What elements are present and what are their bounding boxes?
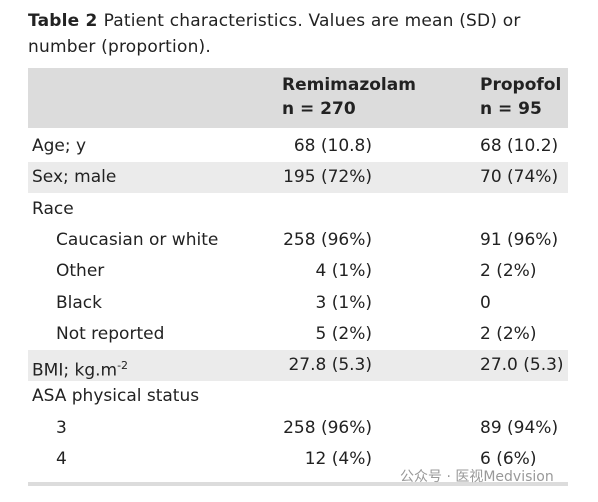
cell-value: 68 (10.2) bbox=[480, 136, 559, 156]
table-row: Caucasian or white 258 (96%) 91 (96%) bbox=[28, 225, 568, 256]
table-row: Not reported 5 (2%) 2 (2%) bbox=[28, 319, 568, 350]
cell-value: 0 bbox=[480, 292, 491, 313]
row-label: BMI; kg.m-2 bbox=[32, 350, 128, 387]
row-label: Sex; male bbox=[32, 162, 116, 193]
cell-value: 91 (96%) bbox=[480, 229, 559, 250]
column-header: Propofol n = 95 bbox=[480, 73, 561, 121]
row-label-text: Race bbox=[32, 198, 74, 219]
cell-value: 258 (96%) bbox=[283, 229, 372, 250]
row-label-text: 4 bbox=[56, 449, 67, 469]
column-header: Remimazolam n = 270 bbox=[282, 73, 416, 121]
watermark: 公众号 · 医视Medvision bbox=[400, 469, 554, 485]
row-label-text: Caucasian or white bbox=[56, 229, 219, 250]
cell-value: 3 (1%) bbox=[315, 292, 372, 313]
row-label-text: Black bbox=[56, 292, 102, 313]
row-label-superscript: -2 bbox=[117, 359, 129, 373]
row-label: Not reported bbox=[56, 319, 164, 350]
column-n: n = 270 bbox=[282, 99, 356, 119]
table-row: Age; y 68 (10.8) 68 (10.2) bbox=[28, 131, 568, 162]
table-row: Black 3 (1%) 0 bbox=[28, 288, 568, 319]
row-label-text: Sex; male bbox=[32, 167, 117, 188]
row-label: 3 bbox=[56, 413, 67, 444]
cell-value: 195 (72%) bbox=[283, 167, 372, 188]
row-label: Black bbox=[56, 288, 102, 319]
cell-value: 2 (2%) bbox=[480, 323, 537, 344]
column-n: n = 95 bbox=[480, 99, 542, 119]
caption-label: Table 2 bbox=[28, 11, 98, 31]
row-label: 4 bbox=[56, 444, 67, 475]
column-name: Remimazolam bbox=[282, 75, 416, 95]
cell-value: 258 (96%) bbox=[283, 417, 372, 438]
table-row: ASA physical status bbox=[28, 381, 568, 412]
table-row: Sex; male 195 (72%) 70 (74%) bbox=[28, 162, 568, 194]
caption: Table 2 Patient characteristics. Values a… bbox=[28, 8, 573, 60]
row-label: Caucasian or white bbox=[56, 225, 218, 256]
cell-value: 27.8 (5.3) bbox=[288, 355, 372, 376]
cell-value: 12 (4%) bbox=[304, 449, 372, 469]
cell-value: 5 (2%) bbox=[315, 323, 372, 344]
row-label: ASA physical status bbox=[32, 381, 199, 412]
cell-value: 4 (1%) bbox=[315, 261, 372, 282]
row-label-text: BMI; kg.m bbox=[32, 360, 118, 381]
table-bottom-rule bbox=[28, 482, 568, 486]
table-row: Race bbox=[28, 194, 568, 225]
cell-value: 2 (2%) bbox=[480, 261, 537, 282]
row-label-text: 3 bbox=[56, 417, 67, 438]
cell-value: 6 (6%) bbox=[480, 449, 537, 469]
row-label: Race bbox=[32, 194, 74, 225]
cell-value: 27.0 (5.3) bbox=[480, 355, 564, 376]
table-row: Other 4 (1%) 2 (2%) bbox=[28, 256, 568, 287]
row-label-text: Other bbox=[56, 261, 105, 282]
row-label-text: ASA physical status bbox=[32, 386, 200, 407]
table-header: Remimazolam n = 270 Propofol n = 95 bbox=[28, 68, 568, 128]
row-label: Other bbox=[56, 256, 104, 287]
caption-text: Patient characteristics. Values are mean… bbox=[28, 11, 521, 57]
table-row: 4 12 (4%) 6 (6%) bbox=[28, 444, 568, 475]
table-row: 3 258 (96%) 89 (94%) bbox=[28, 413, 568, 444]
cell-value: 68 (10.8) bbox=[293, 136, 372, 156]
row-label: Age; y bbox=[32, 131, 86, 162]
table-row: BMI; kg.m-2 27.8 (5.3) 27.0 (5.3) bbox=[28, 350, 568, 382]
row-label-text: Not reported bbox=[56, 323, 165, 344]
cell-value: 70 (74%) bbox=[480, 167, 559, 188]
row-label-text: Age; y bbox=[32, 136, 87, 156]
column-name: Propofol bbox=[480, 75, 562, 95]
cell-value: 89 (94%) bbox=[480, 417, 559, 438]
